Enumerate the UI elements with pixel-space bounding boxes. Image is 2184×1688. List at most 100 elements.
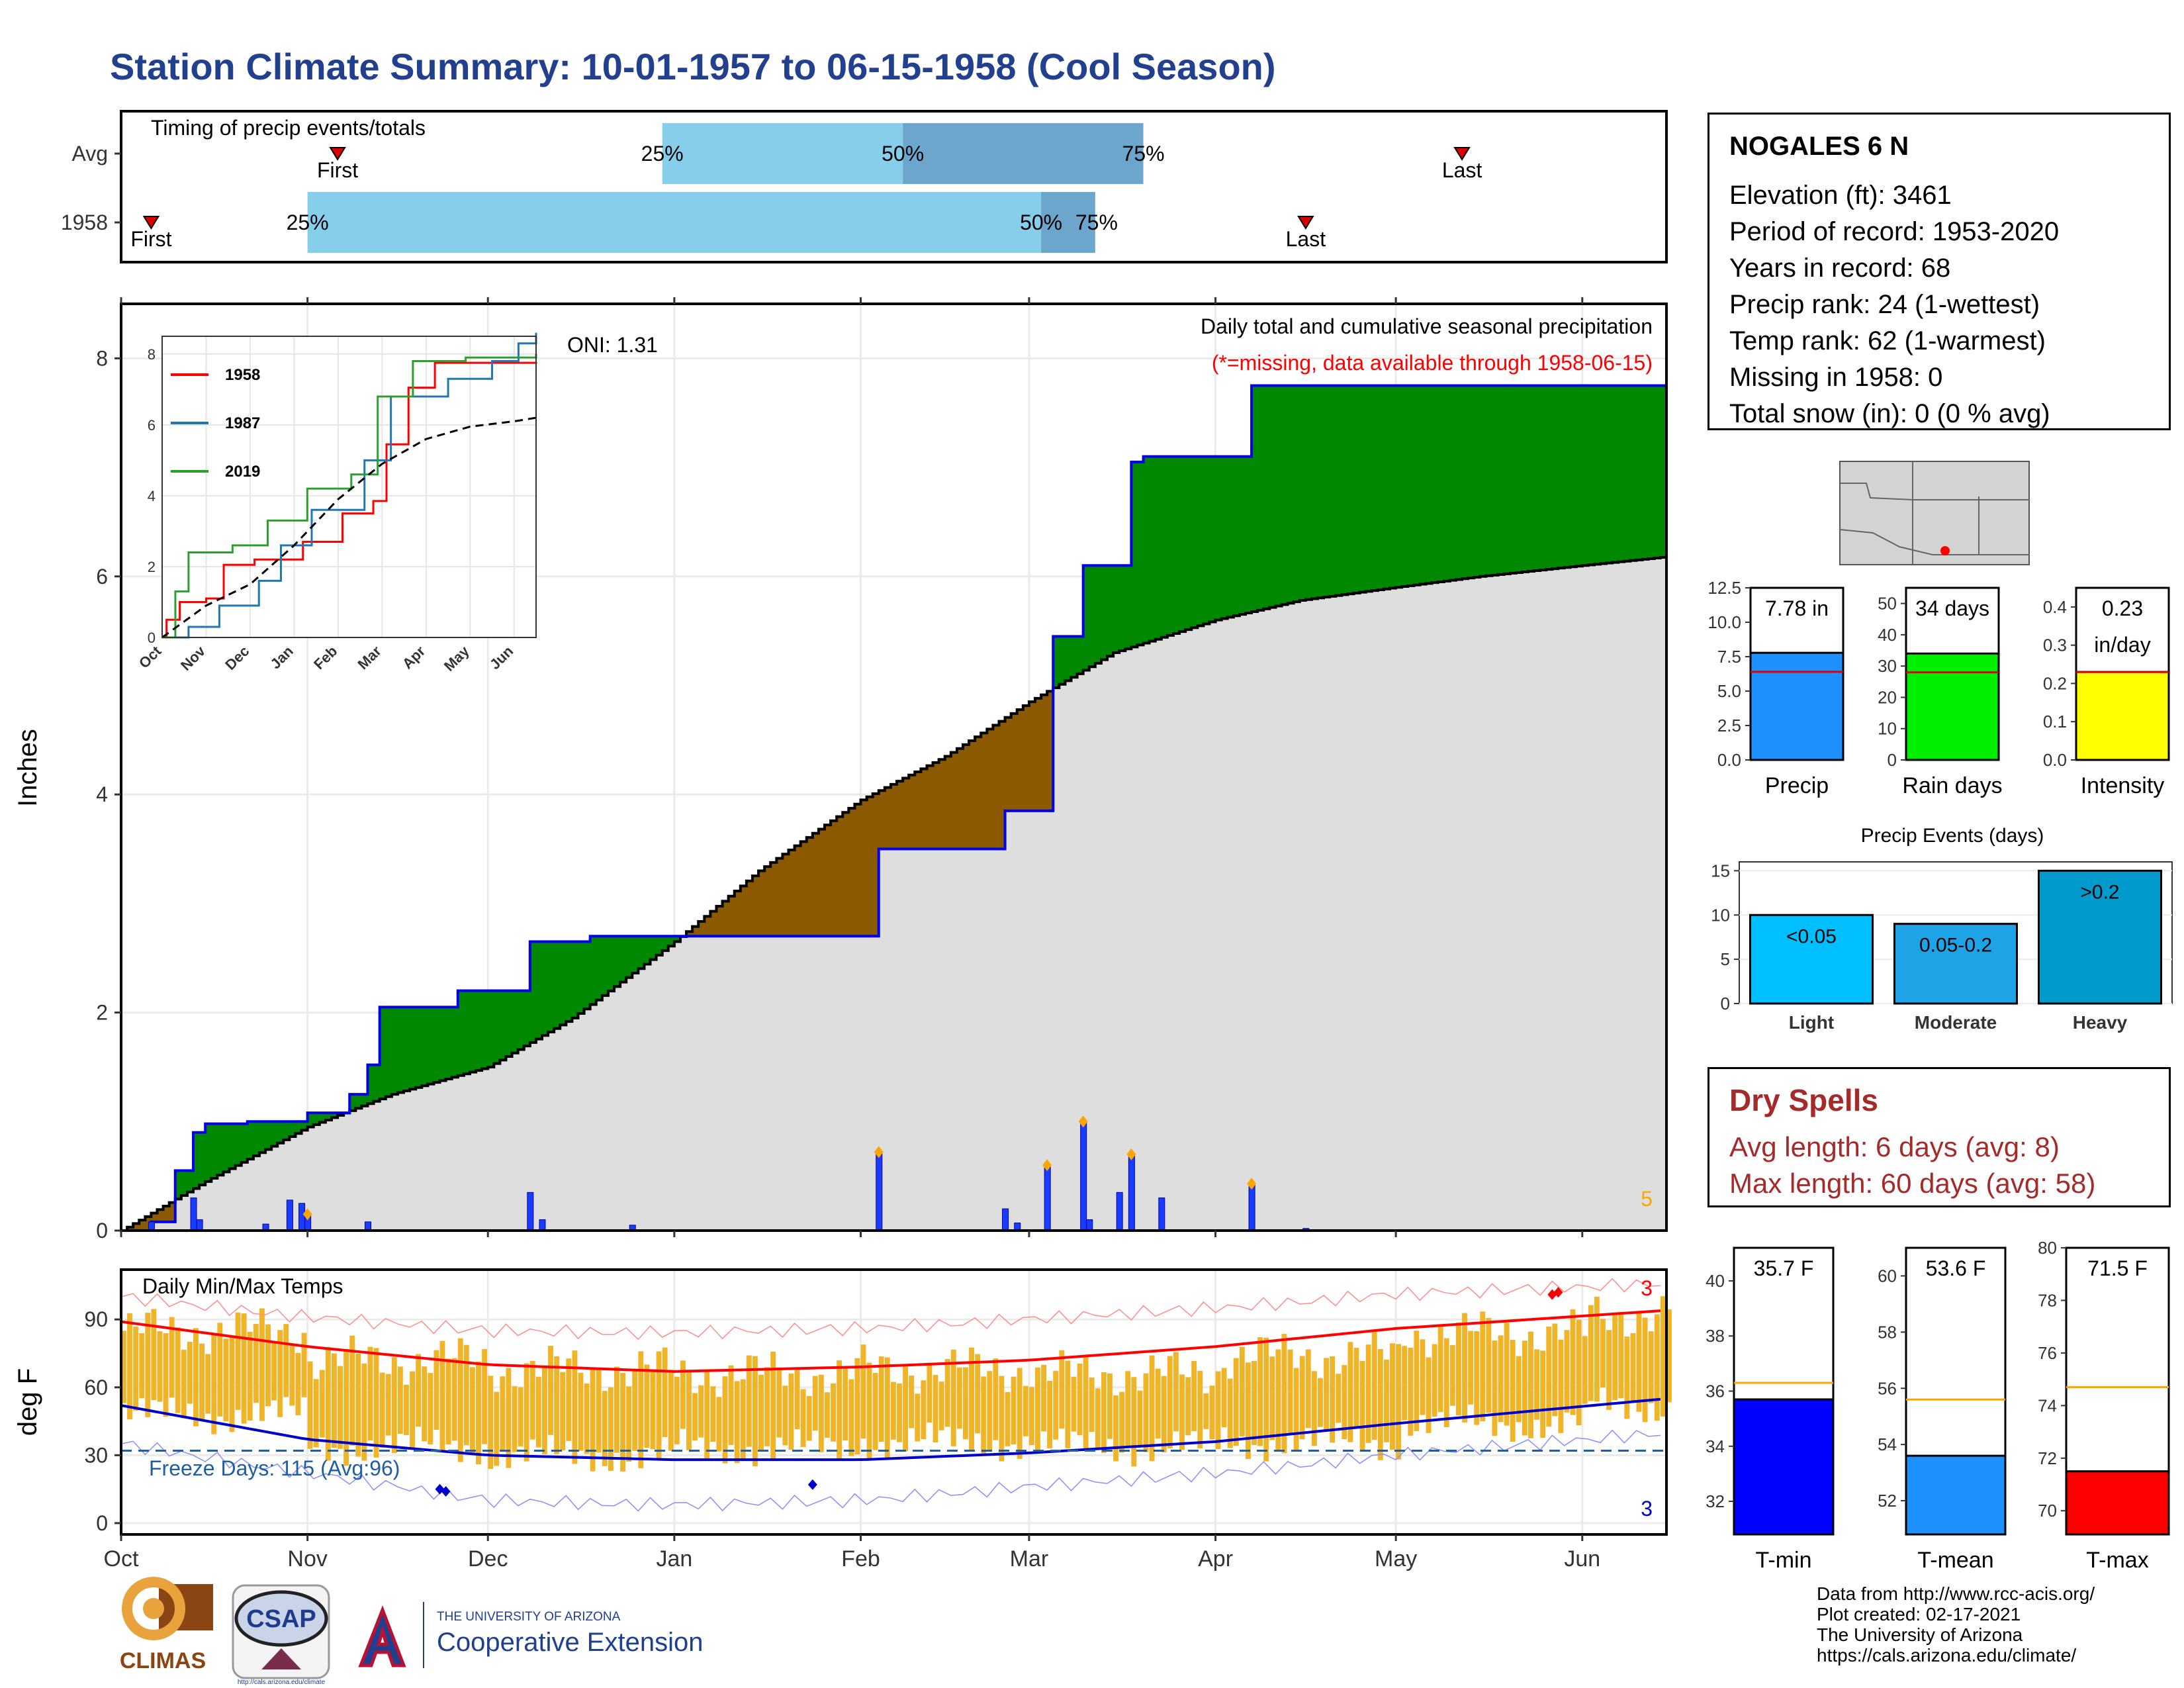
daily-temp-bar [199,1343,205,1419]
events-bar-Light [1749,914,1874,1005]
daily-temp-bar [1582,1336,1588,1404]
tempsum-ytick-label: 76 [2038,1343,2057,1363]
station-name: NOGALES 6 N [1729,132,1909,161]
events-xtick-label: Light [1789,1012,1834,1033]
temp-xtick-label: Nov [287,1546,327,1571]
above-normal-band [283,1121,290,1140]
tempsum-value-label: 53.6 F [1926,1256,1986,1280]
daily-temp-bar [1498,1335,1504,1423]
daily-temp-bar [416,1354,422,1427]
above-normal-band [1660,385,1667,558]
above-normal-band [590,936,597,1005]
daily-temp-bar [361,1363,367,1461]
daily-temp-bar [866,1362,872,1460]
above-normal-band [1402,385,1408,587]
above-normal-band [1137,461,1144,645]
below-normal-band [866,796,874,937]
daily-temp-bar [944,1358,950,1427]
above-normal-band [181,1170,188,1196]
above-normal-band [662,936,669,951]
tempsum-ytick-label: 38 [1706,1326,1725,1346]
daily-temp-bar [1408,1347,1414,1436]
daily-temp-bar [428,1372,433,1445]
daily-temp-bar [1558,1339,1564,1433]
above-normal-band [1414,385,1421,585]
above-normal-band [1203,456,1210,624]
inset-xtick-label: Mar [355,643,385,673]
below-normal-band [704,916,711,937]
daily-temp-bar [1203,1393,1209,1429]
precip-summary-bars: 0.0 2.5 5.0 7.5 10.0 12.5 Precip 7.78 in 0 10 20 30… [1707,578,2170,798]
daily-temp-bar [121,1331,126,1403]
above-normal-band [463,990,471,1074]
timing-row-label: Avg [71,142,108,165]
above-normal-band [1185,456,1192,630]
daily-temp-bar [993,1358,999,1440]
below-normal-band [1041,694,1048,811]
below-normal-band [860,800,868,937]
below-normal-band [770,862,777,937]
above-normal-band [422,1007,428,1086]
above-normal-band [223,1123,230,1172]
daily-temp-bar [806,1395,812,1441]
above-normal-band [608,936,615,992]
daily-temp-bar [1047,1380,1053,1449]
above-normal-band [1173,456,1180,633]
daily-temp-bar [488,1376,494,1470]
timing-p75-label: 75% [1122,142,1165,165]
above-normal-band [566,941,573,1022]
daily-temp-bar [1191,1360,1197,1431]
above-normal-band [289,1121,296,1137]
dry-spells-avg: Avg length: 6 days (avg: 8) [1729,1131,2060,1162]
above-normal-band [1179,456,1186,632]
inset-xtick-label: Apr [399,643,429,673]
above-normal-band [1516,385,1523,573]
above-normal-band [632,936,639,974]
daily-temp-bar [1221,1368,1227,1428]
daily-temp-bar [1486,1317,1492,1413]
timing-p25-label: 25% [641,142,684,165]
inset-series-2019 [162,353,537,639]
daily-temp-bar [1281,1333,1287,1454]
daily-temp-bar [193,1328,199,1427]
dry-spells-title: Dry Spells [1729,1083,1878,1117]
precipsum-ytick-label: 0 [1888,750,1897,770]
daily-temp-bar [1239,1346,1245,1437]
daily-temp-bar [518,1387,523,1447]
above-normal-band [1468,385,1475,579]
daily-temp-bar [175,1327,181,1413]
daily-temp-bar [1516,1356,1522,1423]
record-low-marker [807,1479,817,1490]
below-normal-band [962,744,970,849]
daily-temp-bar [674,1376,680,1444]
above-normal-band [205,1123,212,1182]
daily-temp-bar [927,1362,933,1423]
above-normal-band [518,990,525,1050]
below-normal-band [921,769,928,849]
dry-spells-max: Max length: 60 days (avg: 58) [1729,1168,2096,1199]
above-normal-band [1377,385,1385,590]
above-normal-band [1420,385,1427,585]
map-borders [1839,461,2029,565]
above-normal-band [1528,385,1535,572]
above-normal-band [1083,565,1090,671]
timing-title: Timing of precip events/totals [151,116,426,140]
daily-temp-bar [535,1376,541,1448]
daily-temp-bar [969,1347,974,1451]
above-normal-band [1588,385,1595,565]
station-precip-rank: Precip rank: 24 (1-wettest) [1729,290,2040,319]
daily-temp-bar [253,1323,259,1403]
above-normal-band [373,1064,381,1102]
daily-temp-bar [614,1366,619,1453]
daily-temp-bar [1552,1323,1558,1417]
inset-xtick-label: Feb [310,643,340,673]
below-normal-band [975,737,981,849]
daily-temp-bar [1636,1312,1642,1412]
daily-precip-bar [196,1219,203,1231]
daily-temp-bar [1420,1339,1426,1415]
daily-precip-bar [539,1219,546,1231]
inset-legend-label: 1958 [225,366,260,384]
above-normal-band [1143,456,1150,643]
above-normal-band [253,1121,260,1156]
daily-temp-bar [668,1370,674,1451]
